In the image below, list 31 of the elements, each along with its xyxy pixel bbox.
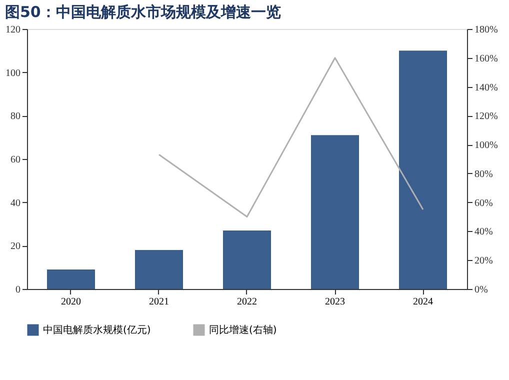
y-tick-label: 120 (6, 24, 20, 36)
y2-tick-label: 160% (474, 53, 498, 64)
y2-tick-label: 80% (474, 168, 493, 180)
y2-tick-label: 40% (474, 226, 493, 238)
bar (311, 135, 359, 289)
y-tick-label: 20 (10, 241, 20, 252)
line-series (158, 57, 424, 218)
bar (399, 50, 447, 289)
y2-tick-label: 100% (474, 140, 498, 152)
chart-title: 图50：中国电解质水市场规模及增速一览 (5, 3, 281, 21)
y2-tick-label: 0% (474, 284, 488, 296)
bar (223, 230, 271, 289)
y2-tick-label: 140% (474, 82, 498, 94)
y2-tick-label: 120% (474, 111, 498, 122)
bar (135, 250, 183, 289)
x-tick-label: 2020 (61, 296, 81, 308)
legend-label: 同比增速(右轴) (209, 324, 277, 336)
x-tick-label: 2024 (413, 296, 433, 308)
y2-tick-label: 20% (474, 256, 493, 267)
bar (47, 270, 95, 289)
y2-tick-label: 180% (474, 24, 498, 36)
legend-label: 中国电解质水规模(亿元) (43, 324, 151, 336)
y-tick-label: 40 (10, 198, 20, 209)
y-tick-label: 0 (16, 284, 20, 296)
x-tick-label: 2022 (237, 296, 257, 308)
x-tick-label: 2021 (149, 296, 169, 308)
y-tick-label: 100 (6, 68, 20, 79)
y2-tick-label: 60% (474, 198, 493, 209)
x-tick-label: 2023 (325, 296, 345, 308)
y-tick-label: 80 (10, 111, 20, 122)
y-tick-label: 60 (10, 154, 20, 166)
